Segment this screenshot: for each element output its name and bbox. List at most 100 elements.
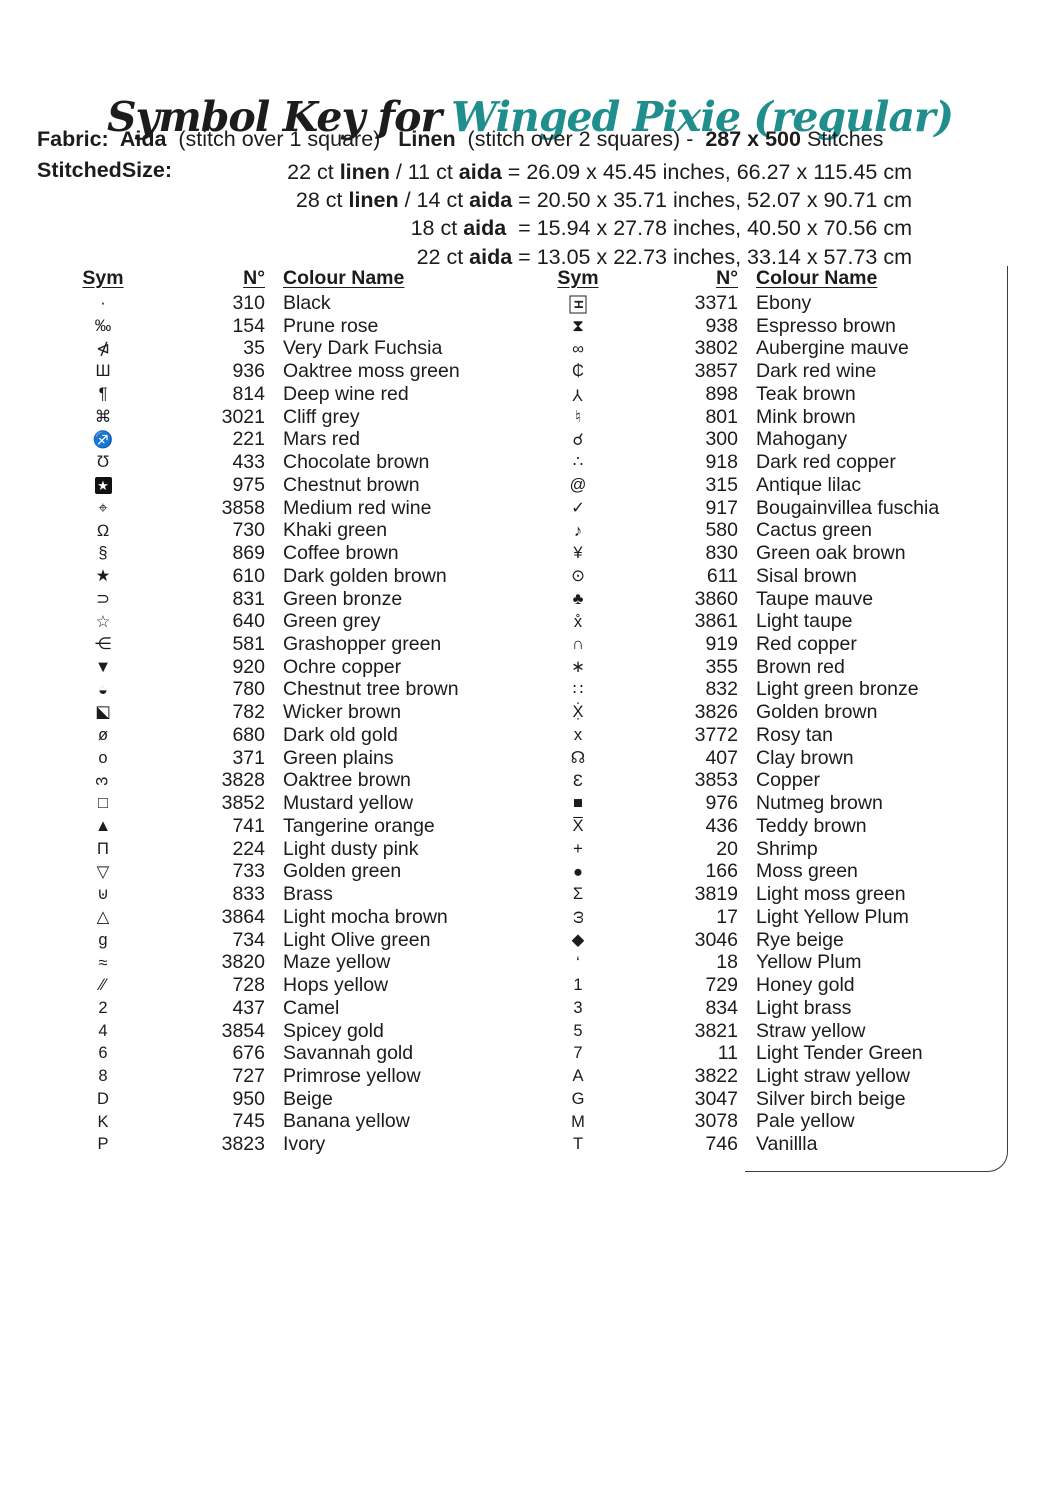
- text-segment: 28 ct: [295, 188, 349, 213]
- number-cell: 221: [232, 428, 265, 451]
- colour-name-cell: Rye beige: [756, 928, 844, 951]
- symbol-cell: ¶: [98, 385, 108, 404]
- text-segment: aida: [469, 244, 513, 269]
- table-row: 4 3854 Spicey gold: [75, 1020, 515, 1043]
- stitched-size-line: 18 ct aida = 15.94 x 27.78 inches, 40.50…: [220, 214, 912, 242]
- number-cell: 833: [232, 883, 265, 906]
- colour-name-cell: Pale yellow: [756, 1110, 855, 1133]
- table-row: G 3047 Silver birch beige: [553, 1088, 1005, 1111]
- symbol-cell: 5: [573, 1021, 583, 1040]
- header-colour-name: Colour Name: [283, 267, 405, 289]
- number-cell: 975: [232, 473, 265, 496]
- colour-name-cell: Silver birch beige: [756, 1087, 906, 1110]
- colour-name-cell: Chestnut brown: [283, 473, 420, 496]
- text-segment: 18 ct: [410, 216, 464, 241]
- number-cell: 3823: [221, 1133, 265, 1156]
- colour-name-cell: Golden green: [283, 860, 402, 883]
- symbol-cell: ■: [573, 794, 583, 813]
- symbol-cell: x̊: [573, 612, 583, 631]
- symbol-cell: 4: [98, 1021, 108, 1040]
- number-cell: 3822: [694, 1064, 738, 1087]
- table-row: ⊃ 831 Green bronze: [75, 588, 515, 611]
- colour-name-cell: Savannah gold: [283, 1042, 414, 1065]
- stitched-size-line: 22 ct linen / 11 ct aida = 26.09 x 45.45…: [220, 158, 912, 186]
- symbol-table-right: Sym N° Colour Name H 3371 Ebony ⧗ 938 Espress…: [553, 265, 1005, 1156]
- symbol-cell: ◒: [98, 680, 108, 699]
- table-row: ☊ 407 Clay brown: [553, 747, 1005, 770]
- symbol-cell: ★: [75, 476, 131, 494]
- number-cell: 3828: [221, 769, 265, 792]
- table-row: 2 437 Camel: [75, 997, 515, 1020]
- table-row: T 746 Vanillla: [553, 1133, 1005, 1156]
- symbol-cell: P: [97, 1135, 109, 1154]
- symbol-cell: §: [98, 544, 108, 563]
- colour-name-cell: Khaki green: [283, 519, 388, 542]
- table-row: ∷ 832 Light green bronze: [553, 678, 1005, 701]
- number-cell: 20: [716, 837, 738, 860]
- colour-name-cell: Teak brown: [756, 382, 856, 405]
- text-segment: aida: [458, 160, 502, 184]
- table-row: ▲ 741 Tangerine orange: [75, 815, 515, 838]
- colour-name-cell: Coffee brown: [283, 542, 399, 565]
- colour-name-cell: Light Tender Green: [756, 1042, 923, 1065]
- number-cell: 950: [232, 1087, 265, 1110]
- colour-name-cell: Grashopper green: [283, 633, 442, 656]
- text-segment: Linen: [398, 127, 468, 151]
- symbol-cell: ☊: [570, 748, 586, 767]
- colour-name-cell: Deep wine red: [283, 382, 409, 405]
- colour-name-cell: Straw yellow: [756, 1019, 866, 1042]
- table-row: ■ 976 Nutmeg brown: [553, 792, 1005, 815]
- symbol-cell: ⧗: [572, 316, 584, 335]
- symbol-cell: A: [572, 1067, 584, 1086]
- colour-name-cell: Light brass: [756, 996, 852, 1019]
- colour-name-cell: Green bronze: [283, 587, 403, 610]
- colour-name-cell: Shrimp: [756, 837, 818, 860]
- table-border-line: [745, 266, 1008, 1172]
- table-row: ∴ 918 Dark red copper: [553, 451, 1005, 474]
- table-row: A 3822 Light straw yellow: [553, 1065, 1005, 1088]
- stitched-size-line: 22 ct aida = 13.05 x 22.73 inches, 33.14…: [220, 243, 912, 271]
- table-row: P 3823 Ivory: [75, 1133, 515, 1156]
- symbol-cell: 2: [98, 999, 108, 1018]
- text-segment: = 13.05 x 22.73 inches, 33.14 x 57.73 cm: [512, 244, 912, 269]
- table-row: □ 3852 Mustard yellow: [75, 792, 515, 815]
- table-row: x̊ 3861 Light taupe: [553, 610, 1005, 633]
- number-cell: 310: [232, 292, 265, 314]
- number-cell: 355: [705, 655, 738, 678]
- table-row: X̅ 436 Teddy brown: [553, 815, 1005, 838]
- colour-name-cell: Mars red: [283, 428, 360, 451]
- number-cell: 3820: [221, 951, 265, 974]
- table-row: Ш 936 Oaktree moss green: [75, 360, 515, 383]
- colour-name-cell: Banana yellow: [283, 1110, 410, 1133]
- table-row: ♣ 3860 Taupe mauve: [553, 588, 1005, 611]
- stitched-size-lines: 22 ct linen / 11 ct aida = 26.09 x 45.45…: [220, 158, 912, 271]
- text-segment: / 11 ct: [389, 160, 459, 184]
- table-row: ‘ 18 Yellow Plum: [553, 951, 1005, 974]
- number-cell: 611: [706, 564, 738, 587]
- colour-name-cell: Nutmeg brown: [756, 792, 883, 815]
- number-cell: 610: [232, 564, 265, 587]
- text-segment: (stitch over 1 square): [178, 127, 399, 151]
- text-segment: = 26.09 x 45.45 inches, 66.27 x 115.45 c…: [501, 160, 912, 184]
- colour-name-cell: Golden brown: [756, 701, 878, 724]
- symbol-cell: ∩: [572, 635, 584, 654]
- fabric-line: Fabric: Aida (stitch over 1 square) Line…: [37, 127, 883, 152]
- colour-name-cell: Mahogany: [756, 428, 848, 451]
- text-segment: aida: [469, 188, 513, 213]
- number-cell: 166: [705, 860, 738, 883]
- symbol-cell: ✓: [571, 498, 585, 517]
- number-cell: 814: [232, 382, 265, 405]
- symbol-cell: ▲: [94, 817, 112, 836]
- colour-name-cell: Mustard yellow: [283, 792, 414, 815]
- colour-name-cell: Brown red: [756, 655, 845, 678]
- number-cell: 3821: [694, 1019, 738, 1042]
- number-cell: 801: [705, 405, 738, 428]
- table-row: ∩ 919 Red copper: [553, 633, 1005, 656]
- symbol-cell: 6: [98, 1044, 108, 1063]
- number-cell: 3826: [694, 701, 738, 724]
- symbol-cell: 7: [573, 1044, 583, 1063]
- colour-name-cell: Wicker brown: [283, 701, 402, 724]
- page-title: Symbol Key for Winged Pixie (regular): [0, 93, 1060, 141]
- symbol-table-left: Sym N° Colour Name · 310 Black ‰ 154 Prune ro…: [75, 265, 515, 1156]
- text-segment: 22 ct: [287, 160, 340, 184]
